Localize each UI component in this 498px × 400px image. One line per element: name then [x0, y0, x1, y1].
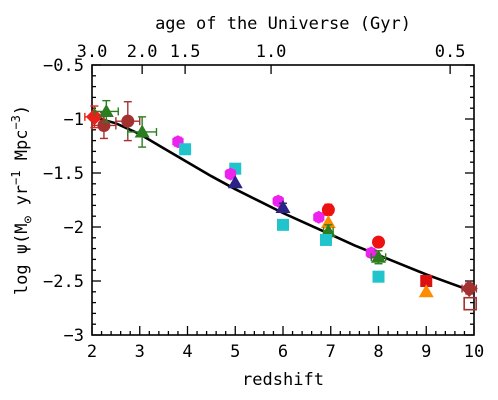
data-point-square	[179, 143, 192, 156]
marker	[313, 210, 325, 224]
y-tick-label: −1.5	[43, 164, 84, 184]
data-point-triangle	[127, 116, 158, 148]
data-point-triangle	[275, 200, 291, 214]
marker	[97, 118, 111, 132]
marker	[319, 233, 332, 246]
y-tick-label: −0.5	[43, 56, 84, 76]
data-point-circle	[321, 203, 335, 217]
marker	[418, 284, 434, 298]
y-tick-label: −2	[64, 218, 84, 238]
data-point-triangle	[227, 175, 243, 189]
x-tick-label: 2	[87, 342, 97, 362]
data-point-triangle	[93, 99, 119, 123]
marker	[365, 246, 377, 260]
x-tick-label: 5	[230, 342, 240, 362]
y-tick-label: −3	[64, 326, 84, 346]
marker	[275, 200, 291, 214]
top-tick-label: 3.0	[77, 42, 108, 62]
marker	[85, 108, 103, 126]
data-point-circle	[372, 235, 385, 249]
marker	[463, 296, 477, 311]
x-tick-label: 3	[135, 342, 145, 362]
data-point-diamond	[460, 280, 478, 298]
y-tick-label: −1	[64, 110, 84, 130]
data-point-square-open	[463, 296, 477, 311]
top-tick-label: 1.5	[170, 42, 201, 62]
marker	[134, 124, 150, 138]
marker	[371, 249, 386, 263]
data-point-triangle	[418, 284, 434, 298]
data-point-square	[277, 218, 289, 231]
top-tick-label: 2.0	[127, 42, 158, 62]
marker	[227, 175, 243, 189]
top-tick-label: 1.0	[256, 42, 287, 62]
marker	[179, 143, 192, 156]
data-point-hexagon	[313, 210, 325, 224]
x-axis-title: redshift	[242, 370, 324, 390]
marker	[321, 203, 335, 217]
marker	[121, 114, 135, 128]
marker	[420, 275, 433, 287]
marker	[372, 270, 385, 283]
marker	[372, 235, 385, 249]
data-point-square	[372, 270, 385, 283]
top-tick-label: 0.5	[435, 42, 466, 62]
data-point-hexagon	[224, 167, 237, 181]
marker	[98, 103, 114, 117]
x-axis: 2 3 4 5 6 7 8 9 10	[87, 342, 484, 362]
top-axis-title: age of the Universe (Gyr)	[155, 14, 411, 34]
y-axis-title: log ψ(M⊙ yr−1 Mpc−3)	[9, 105, 36, 295]
data-points	[84, 99, 478, 311]
top-axis: 3.0 2.0 1.5 1.0 0.5	[77, 42, 466, 74]
marker	[277, 218, 289, 231]
x-tick-label: 9	[421, 342, 431, 362]
data-point-square	[420, 275, 433, 287]
data-point-triangle	[370, 249, 387, 265]
x-tick-label: 8	[373, 342, 383, 362]
plot-frame	[91, 64, 475, 336]
marker	[320, 223, 336, 237]
x-tick-label: 7	[326, 342, 336, 362]
x-tick-label: 10	[464, 342, 484, 362]
y-axis: −0.5 −1 −1.5 −2 −2.5 −3	[43, 56, 84, 346]
data-point-square	[319, 233, 332, 246]
x-tick-label: 6	[278, 342, 288, 362]
y-tick-label: −2.5	[43, 272, 84, 292]
marker	[460, 280, 478, 298]
marker	[224, 167, 237, 181]
x-tick-label: 4	[182, 342, 192, 362]
